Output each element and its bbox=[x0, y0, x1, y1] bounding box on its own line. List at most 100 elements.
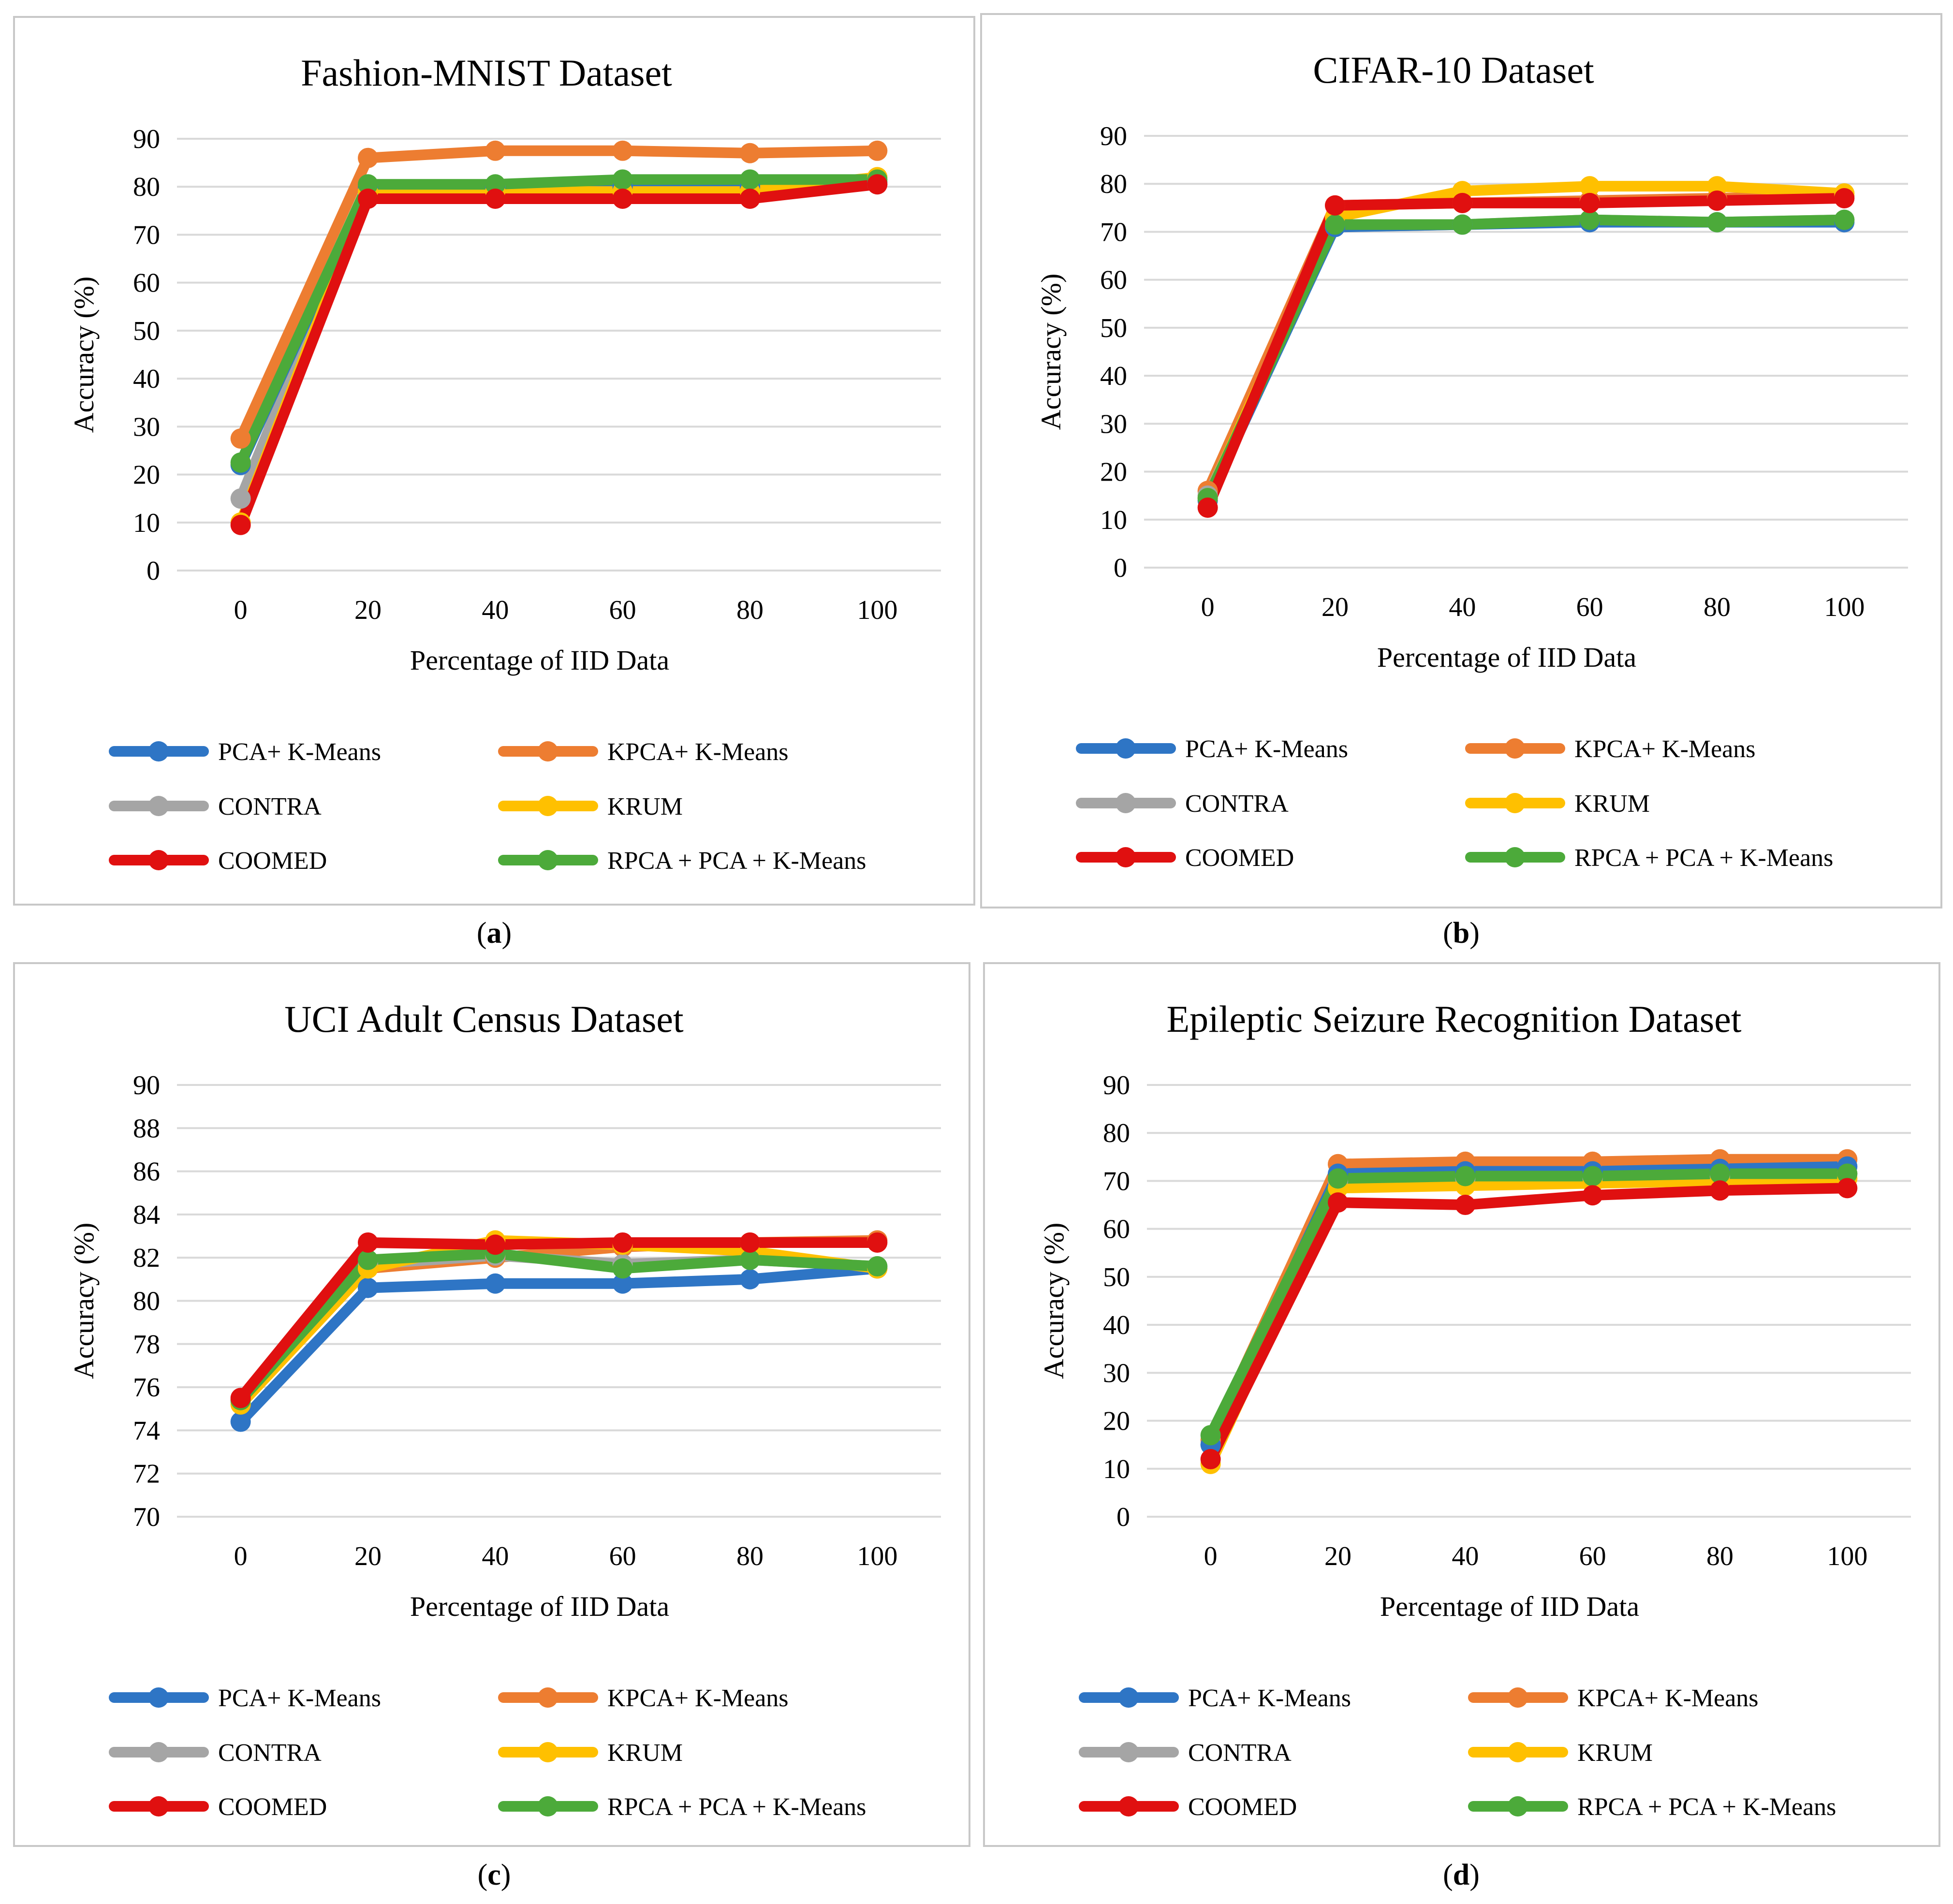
data-point-coomed bbox=[1582, 1185, 1603, 1206]
data-point-kpca-k-means bbox=[612, 140, 633, 161]
x-tick-label: 60 bbox=[609, 595, 636, 625]
x-tick-label: 60 bbox=[609, 1541, 636, 1571]
legend-label: PCA+ K-Means bbox=[218, 738, 381, 766]
legend-label: CONTRA bbox=[1185, 790, 1289, 818]
x-tick-label: 0 bbox=[1201, 592, 1215, 622]
legend-marker-contra bbox=[148, 1742, 169, 1762]
x-tick-label: 40 bbox=[482, 595, 509, 625]
y-tick-label: 90 bbox=[133, 124, 160, 154]
data-point-rpca-pca-k-means bbox=[1452, 214, 1473, 235]
legend-marker-krum bbox=[1508, 1742, 1528, 1762]
y-tick-label: 50 bbox=[1100, 313, 1127, 343]
data-point-kpca-k-means bbox=[867, 140, 888, 161]
legend-label: KRUM bbox=[607, 793, 683, 820]
data-point-coomed bbox=[1200, 1449, 1221, 1469]
chart-svg-c: UCI Adult Census Dataset 70 72 74 76 78 80 82 84… bbox=[68, 998, 941, 1821]
series-line-coomed bbox=[1202, 192, 1850, 513]
y-tick-label: 76 bbox=[133, 1373, 160, 1403]
legend-marker-pca-k-means bbox=[1116, 738, 1136, 759]
legend-marker-pca-k-means bbox=[148, 741, 169, 762]
data-point-kpca-k-means bbox=[485, 140, 506, 161]
data-point-rpca-pca-k-means bbox=[358, 174, 378, 195]
legend-marker-coomed bbox=[1116, 847, 1136, 867]
data-point-rpca-pca-k-means bbox=[1328, 1168, 1348, 1189]
y-tick-label: 30 bbox=[133, 412, 160, 442]
y-tick-label: 90 bbox=[133, 1070, 160, 1100]
legend-marker-contra bbox=[1116, 793, 1136, 813]
x-tick-label: 100 bbox=[1824, 592, 1865, 622]
y-tick-label: 50 bbox=[133, 316, 160, 346]
data-point-coomed bbox=[740, 1232, 760, 1253]
y-tick-label: 40 bbox=[133, 364, 160, 394]
x-axis-label: Percentage of IID Data bbox=[1377, 642, 1636, 673]
y-tick-label: 82 bbox=[133, 1243, 160, 1273]
y-tick-label: 70 bbox=[133, 220, 160, 250]
legend-label: PCA+ K-Means bbox=[218, 1684, 381, 1712]
data-point-rpca-pca-k-means bbox=[1834, 209, 1855, 230]
data-point-rpca-pca-k-means bbox=[230, 452, 251, 473]
y-tick-label: 70 bbox=[1100, 217, 1127, 247]
x-tick-label: 40 bbox=[1452, 1541, 1479, 1571]
y-axis-label: Accuracy (%) bbox=[1038, 1223, 1070, 1379]
legend-marker-krum bbox=[538, 796, 558, 816]
x-tick-label: 20 bbox=[354, 1541, 382, 1571]
data-point-coomed bbox=[358, 1232, 378, 1253]
chart-svg-b: CIFAR-10 Dataset 0 10 20 30 40 50 60 70 80 90 0 20 40… bbox=[1035, 49, 1908, 872]
y-tick-label: 72 bbox=[133, 1459, 160, 1489]
data-point-pca-k-means bbox=[358, 1277, 378, 1298]
legend-label: KRUM bbox=[607, 1739, 683, 1767]
legend-label: COOMED bbox=[218, 847, 327, 875]
data-point-coomed bbox=[1579, 192, 1600, 213]
data-point-coomed bbox=[867, 174, 888, 195]
data-point-coomed bbox=[1834, 188, 1855, 208]
data-point-pca-k-means bbox=[740, 1269, 760, 1289]
data-point-coomed bbox=[1452, 192, 1473, 213]
y-tick-label: 70 bbox=[133, 1502, 160, 1532]
y-tick-label: 60 bbox=[1103, 1215, 1130, 1245]
caption-d: (d) bbox=[1443, 1859, 1480, 1891]
y-tick-label: 90 bbox=[1100, 121, 1127, 151]
y-tick-label: 80 bbox=[133, 172, 160, 202]
legend-marker-rpca-pca-k-means bbox=[538, 1796, 558, 1816]
data-point-rpca-pca-k-means bbox=[1455, 1166, 1476, 1186]
chart-title: Epileptic Seizure Recognition Dataset bbox=[1166, 998, 1741, 1040]
data-point-coomed bbox=[1455, 1195, 1476, 1216]
legend-label: KRUM bbox=[1577, 1739, 1653, 1767]
series-line-kpca-k-means bbox=[1202, 190, 1850, 497]
legend-marker-kpca-k-means bbox=[538, 741, 558, 762]
data-point-rpca-pca-k-means bbox=[1325, 214, 1345, 235]
data-point-rpca-pca-k-means bbox=[612, 1258, 633, 1279]
data-point-pca-k-means bbox=[230, 1411, 251, 1432]
chart-svg-a: Fashion-MNIST Dataset 0 10 20 30 40 50 60 70 80 90… bbox=[68, 52, 941, 875]
data-point-pca-k-means bbox=[485, 1273, 506, 1294]
x-tick-label: 100 bbox=[857, 1541, 897, 1571]
data-point-contra bbox=[230, 488, 251, 509]
y-tick-label: 40 bbox=[1103, 1310, 1130, 1340]
data-point-coomed bbox=[612, 189, 633, 209]
data-point-coomed bbox=[867, 1232, 888, 1253]
x-axis-label: Percentage of IID Data bbox=[410, 644, 669, 676]
legend-marker-krum bbox=[538, 1742, 558, 1762]
y-axis-label: Accuracy (%) bbox=[68, 277, 100, 433]
series-line-contra bbox=[1205, 1168, 1853, 1450]
x-tick-label: 80 bbox=[736, 595, 764, 625]
legend-marker-coomed bbox=[148, 850, 169, 870]
data-point-coomed bbox=[612, 1232, 633, 1253]
data-point-rpca-pca-k-means bbox=[1200, 1425, 1221, 1446]
legend-marker-rpca-pca-k-means bbox=[1508, 1796, 1528, 1816]
legend-marker-kpca-k-means bbox=[1508, 1687, 1528, 1708]
data-point-rpca-pca-k-means bbox=[612, 169, 633, 190]
x-tick-label: 0 bbox=[234, 595, 248, 625]
series-line-pca-k-means bbox=[1205, 1161, 1853, 1450]
legend-label: KPCA+ K-Means bbox=[1574, 735, 1756, 763]
y-tick-label: 80 bbox=[133, 1287, 160, 1317]
legend-marker-contra bbox=[148, 796, 169, 816]
data-point-rpca-pca-k-means bbox=[740, 169, 760, 190]
x-tick-label: 80 bbox=[1703, 592, 1731, 622]
y-tick-label: 10 bbox=[1100, 505, 1127, 535]
series-line-coomed bbox=[235, 179, 883, 530]
legend-label: COOMED bbox=[218, 1793, 327, 1821]
x-tick-label: 80 bbox=[736, 1541, 764, 1571]
y-tick-label: 90 bbox=[1103, 1070, 1130, 1100]
data-point-kpca-k-means bbox=[358, 147, 378, 168]
